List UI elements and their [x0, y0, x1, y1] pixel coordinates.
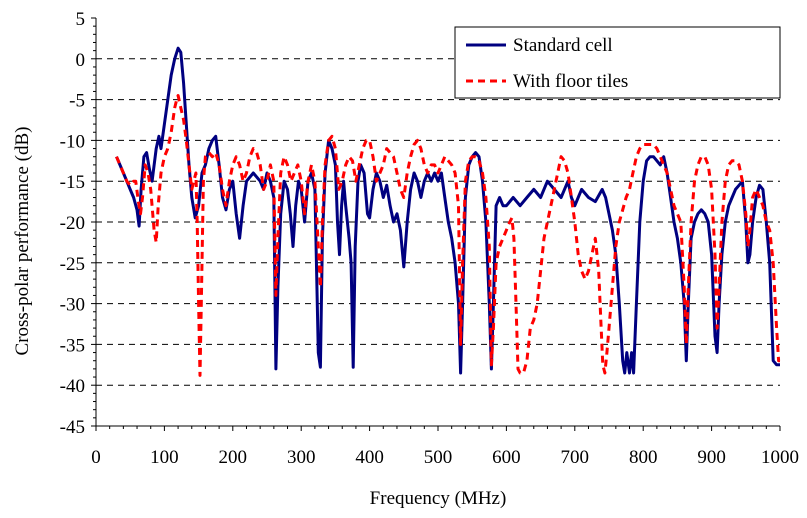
y-tick-label: -30 [60, 295, 85, 316]
legend: Standard cell With floor tiles [454, 26, 781, 99]
x-axis-title: Frequency (MHz) [370, 488, 507, 509]
x-tick-label: 0 [91, 447, 101, 468]
x-tick-label: 400 [355, 447, 384, 468]
y-tick-label: 0 [76, 50, 86, 71]
y-tick-label: -25 [60, 254, 85, 275]
x-tick-label: 700 [561, 447, 590, 468]
x-tick-label: 100 [150, 447, 179, 468]
series-line-with-floor-tiles [115, 94, 781, 377]
x-tick-label: 600 [492, 447, 521, 468]
y-tick-label: -20 [60, 213, 85, 234]
x-tick-label: 900 [697, 447, 726, 468]
y-tick-label: 5 [76, 9, 86, 30]
y-tick-label: -45 [60, 417, 85, 438]
axes [91, 17, 781, 431]
tick-labels: 5 0 -5 -10 -15 -20 -25 -30 -35 -40 -45 0 100 200 300 40… [60, 9, 799, 468]
y-tick-label: -40 [60, 376, 85, 397]
y-tick-label: -15 [60, 172, 85, 193]
x-tick-label: 200 [219, 447, 248, 468]
y-tick-label: -10 [60, 131, 85, 152]
x-tick-label: 300 [287, 447, 316, 468]
x-tick-label: 1000 [761, 447, 799, 468]
legend-label-with-floor-tiles: With floor tiles [513, 71, 628, 92]
legend-box [454, 26, 781, 99]
x-tick-label: 800 [629, 447, 658, 468]
data-series [115, 46, 781, 377]
y-tick-label: -35 [60, 335, 85, 356]
x-tick-label: 500 [424, 447, 453, 468]
y-axis-title: Cross-polar performance (dB) [12, 127, 33, 356]
legend-label-standard-cell: Standard cell [513, 35, 613, 56]
y-tick-label: -5 [69, 91, 85, 112]
